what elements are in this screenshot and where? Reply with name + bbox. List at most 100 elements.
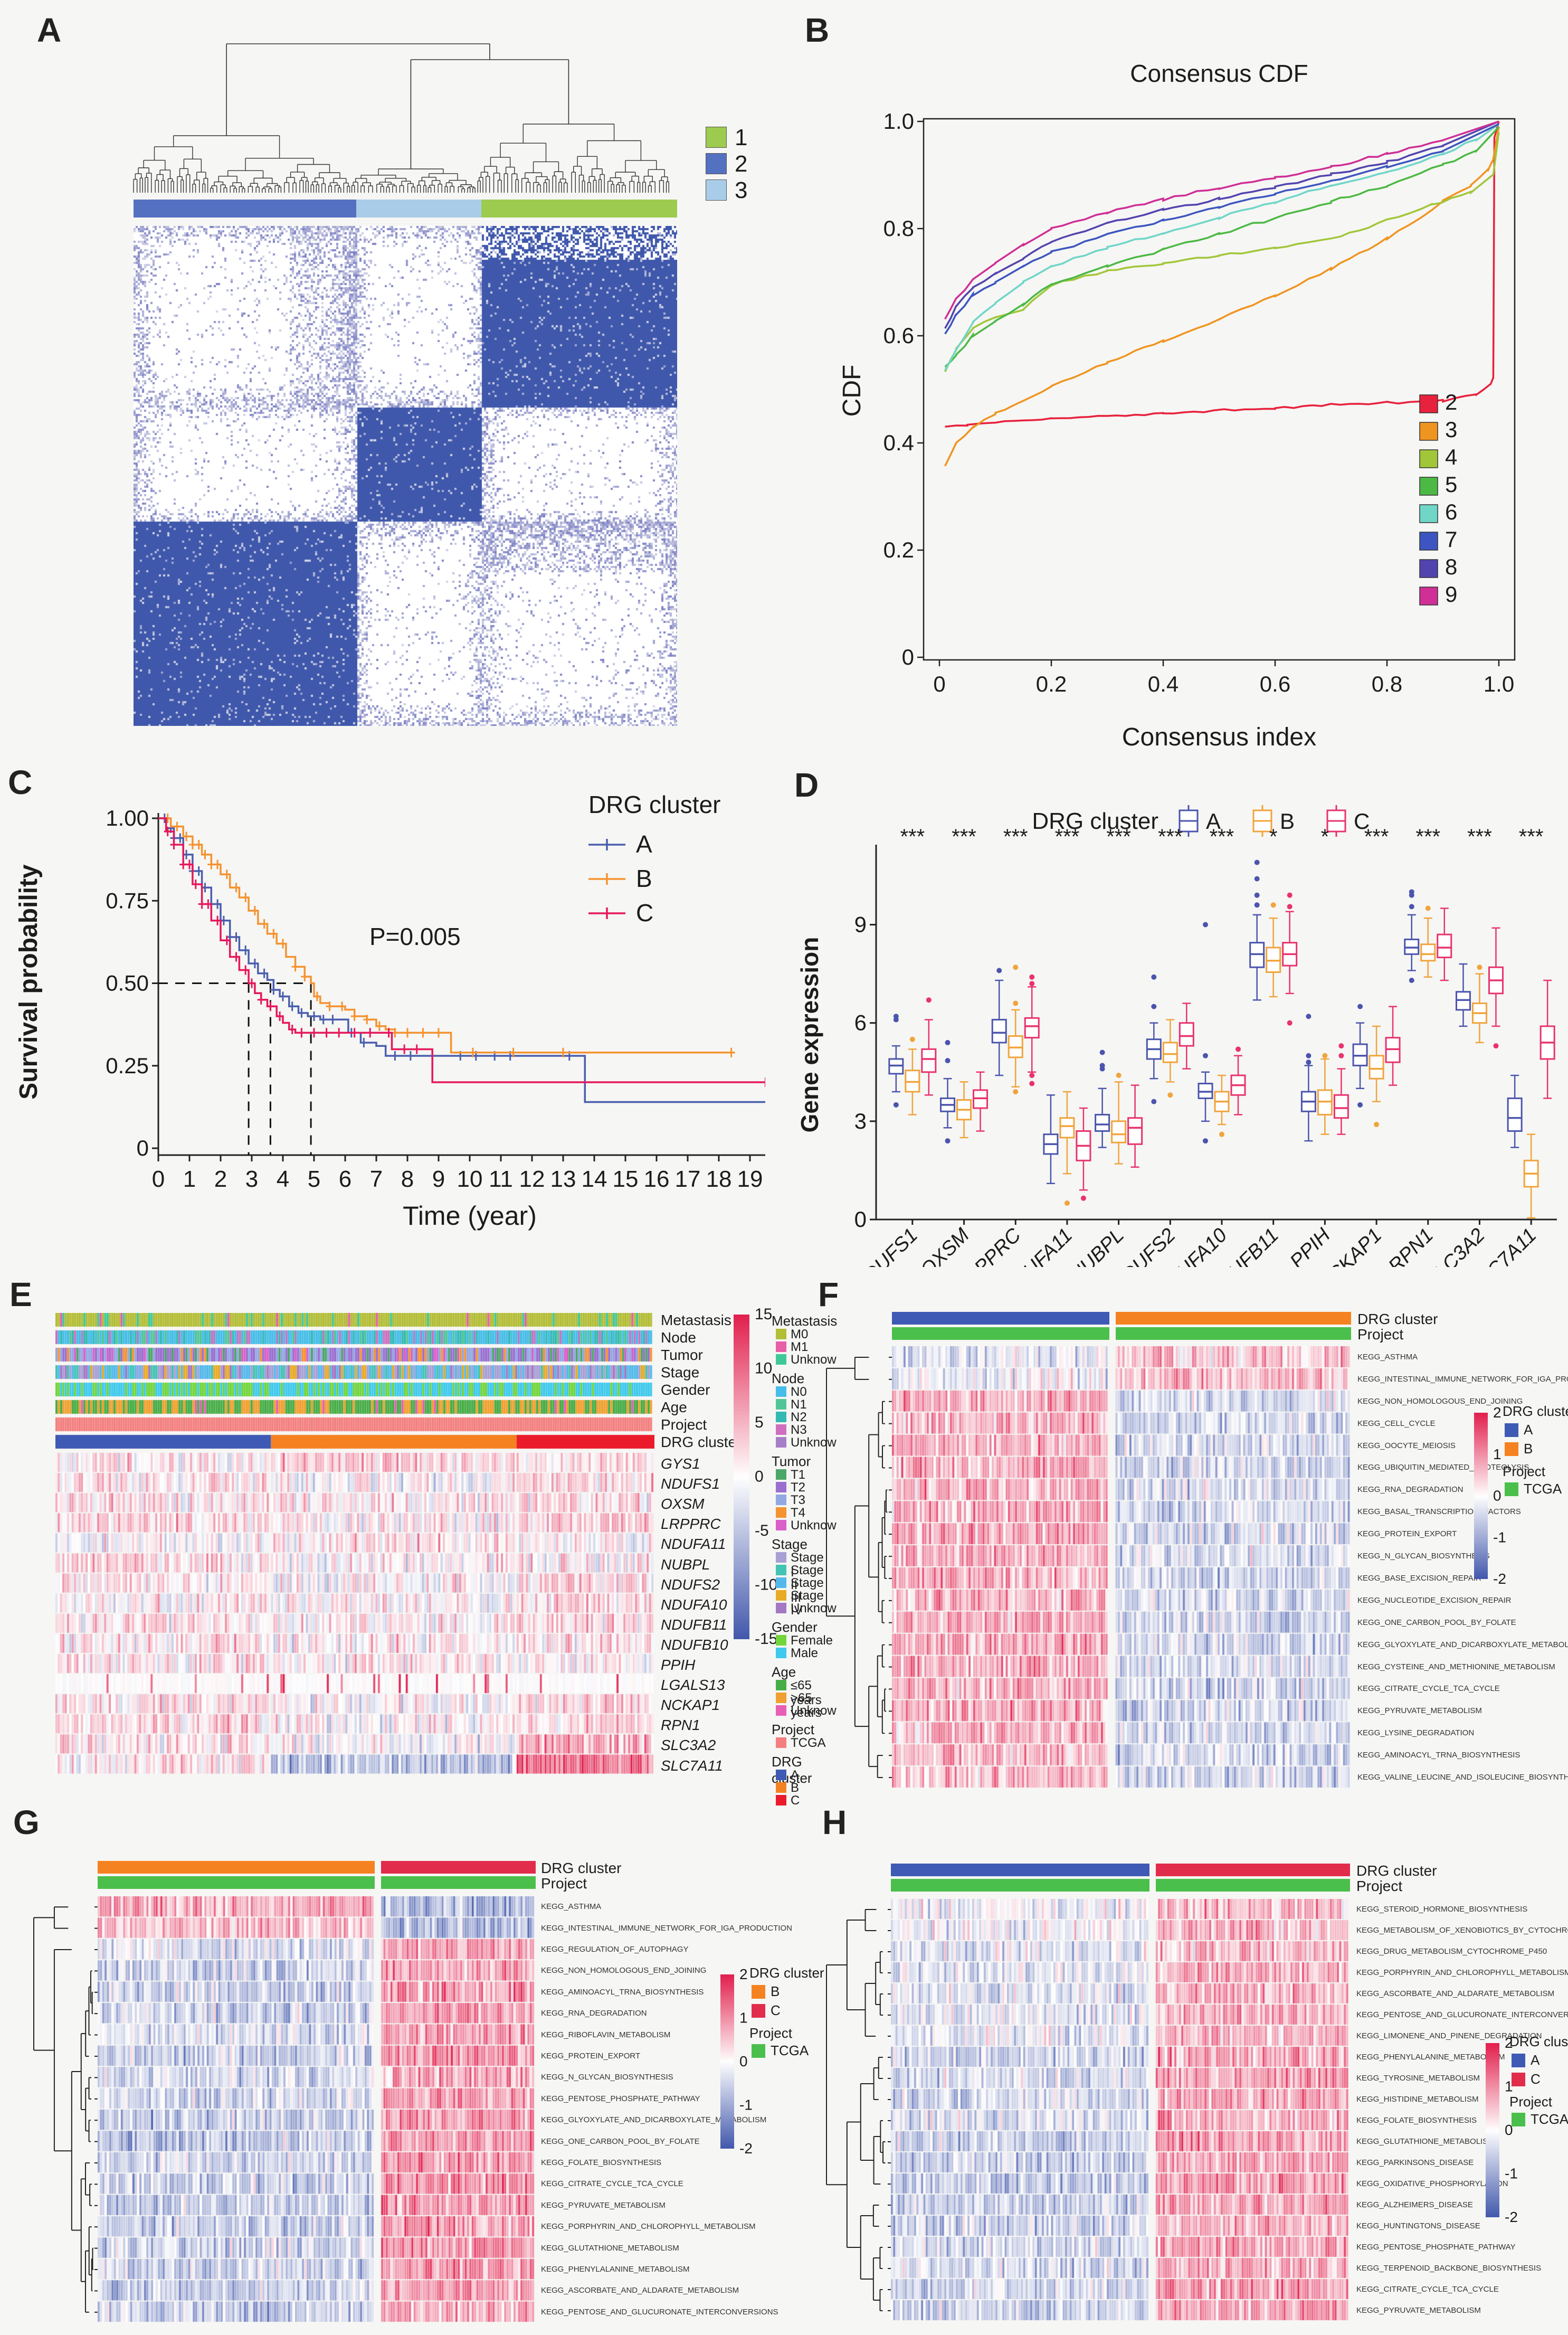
cdf-legend-swatch-2: [1419, 394, 1438, 413]
cdf-legend-swatch-8: [1419, 559, 1438, 578]
outlier-dot: [1080, 1195, 1086, 1201]
kegg-heatmap-canvas: [98, 1896, 536, 2323]
outlier-dot: [1306, 1053, 1312, 1058]
box-legend-label: A: [1206, 809, 1221, 834]
gene-row-label: NDUFB10: [661, 1636, 728, 1653]
pathway-row-label: KEGG_AMINOACYL_TRNA_BIOSYNTHESIS: [1357, 1751, 1521, 1760]
panel-e-expression-heatmap: E Metastasis Node Tumor Stage Gender Age Proje…: [0, 1267, 837, 1808]
km-legend-label: B: [636, 865, 652, 892]
pathway-row-label: KEGG_PENTOSE_AND_GLUCURONATE_INTERCONVER…: [1356, 2010, 1568, 2019]
row-dendrogram: [33, 1906, 98, 2313]
x-tick: 12: [519, 1166, 545, 1192]
pathway-row-label: KEGG_PYRUVATE_METABOLISM: [1357, 1706, 1482, 1716]
outlier-dot: [1409, 892, 1414, 898]
pathway-row-label: KEGG_N_GLYCAN_BIOSYNTHESIS: [541, 2073, 673, 2082]
outlier-dot: [1151, 1099, 1157, 1104]
pathway-row-label: KEGG_PENTOSE_AND_GLUCURONATE_INTERCONVER…: [541, 2307, 778, 2317]
pathway-row-label: KEGG_AMINOACYL_TRNA_BIOSYNTHESIS: [541, 1987, 704, 1997]
colorbar-tick: -1: [1505, 2166, 1518, 2182]
significance-mark: ***: [1106, 825, 1131, 848]
legend-swatch: [776, 1507, 786, 1518]
pathway-row-label: KEGG_DRUG_METABOLISM_CYTOCHROME_P450: [1356, 1947, 1547, 1956]
legend-swatch-tcga: [1512, 2113, 1525, 2126]
outlier-dot: [996, 968, 1002, 973]
box-legend-label: B: [1280, 809, 1295, 834]
legend-item-label: M0: [791, 1327, 809, 1341]
pathway-row-label: KEGG_PYRUVATE_METABOLISM: [541, 2200, 666, 2210]
legend-swatch: [776, 1635, 786, 1646]
pathway-row-label: KEGG_LYSINE_DEGRADATION: [1357, 1728, 1475, 1738]
x-tick: 0.8: [1372, 672, 1402, 696]
legend-swatch-A: [1505, 1423, 1518, 1437]
significance-mark: ***: [1467, 825, 1492, 848]
cdf-curve-k3: [944, 126, 1500, 467]
panel-e-letter: E: [9, 1275, 32, 1313]
gene-row-label: SLC7A11: [661, 1757, 723, 1774]
significance-mark: ***: [1519, 825, 1544, 848]
legend-swatch-3: [706, 179, 727, 201]
legend-item-label: >65 years: [791, 1691, 822, 1720]
outlier-dot: [1287, 904, 1293, 910]
legend-group-title: Stage: [772, 1536, 807, 1552]
annotation-bar-label: Project: [1357, 1326, 1404, 1343]
pathway-row-label: KEGG_FOLATE_BIOSYNTHESIS: [1356, 2116, 1477, 2125]
legend-swatch-C: [1512, 2073, 1525, 2086]
y-axis-label: Gene expression: [796, 937, 823, 1133]
gene-row-label: LRPPRC: [661, 1516, 721, 1533]
x-tick: 11: [489, 1166, 513, 1192]
outlier-dot: [1270, 902, 1276, 908]
significance-mark: ***: [1364, 825, 1389, 848]
colorbar-tick: -10: [755, 1576, 777, 1594]
y-tick: 0.2: [883, 537, 914, 562]
box-LRPPRC-C: [1024, 1017, 1040, 1039]
km-legend-title: DRG cluster: [588, 791, 720, 818]
pvalue-label: P=0.005: [369, 923, 461, 950]
legend-item-label: Stage III: [791, 1576, 824, 1605]
x-tick: 7: [370, 1166, 383, 1192]
outlier-dot: [1287, 1020, 1293, 1026]
pathway-row-label: KEGG_PARKINSONS_DISEASE: [1356, 2158, 1474, 2167]
legend-item-label: M1: [791, 1340, 809, 1354]
pathway-row-label: KEGG_INTESTINAL_IMMUNE_NETWORK_FOR_IGA_P…: [1357, 1374, 1568, 1384]
panel-a-dendrogram: [133, 43, 670, 193]
box-SLC7A11-A: [1507, 1097, 1523, 1132]
x-tick: 0: [933, 672, 945, 696]
panel-b-consensus-cdf: B Consensus CDF 0 0.2 0.4 0.6 0.8 1.0 0 0.2 0.4 0.…: [765, 0, 1568, 755]
outlier-dot: [1357, 1004, 1363, 1009]
y-tick: 0.25: [106, 1053, 149, 1078]
panel-h-letter: H: [822, 1803, 847, 1841]
legend-item-label: T1: [791, 1468, 806, 1482]
colorbar-tick: -1: [739, 2097, 753, 2113]
x-tick: 0: [152, 1166, 165, 1192]
colorbar-tick: 0: [1505, 2122, 1513, 2138]
colorbar-tick: -2: [1493, 1571, 1506, 1587]
gene-row-label: NDUFA11: [661, 1536, 726, 1553]
significance-mark: ***: [1003, 825, 1028, 848]
legend-item-label: N2: [791, 1410, 807, 1424]
legend-swatch: [776, 1565, 786, 1575]
pathway-row-label: KEGG_ALZHEIMERS_DISEASE: [1356, 2200, 1473, 2209]
drg-cluster-bar-C: [1155, 1864, 1350, 1876]
box-NDUFA11-B: [1059, 1117, 1075, 1139]
track-label: Metastasis: [661, 1312, 731, 1328]
kegg-colorbar: [1474, 1413, 1488, 1579]
legend-item-label: Unknow: [791, 1601, 837, 1615]
outlier-dot: [909, 1036, 915, 1042]
legend-swatch: [776, 1577, 786, 1588]
legend-group-title: Age: [772, 1664, 796, 1680]
pathway-row-label: KEGG_ONE_CARBON_POOL_BY_FOLATE: [541, 2137, 700, 2146]
outlier-dot: [1493, 1043, 1499, 1049]
pathway-row-label: KEGG_INTESTINAL_IMMUNE_NETWORK_FOR_IGA_P…: [541, 1923, 792, 1933]
project-bar: [891, 1879, 1149, 1892]
gene-row-label: LGALS13: [661, 1677, 725, 1694]
legend-swatch: [776, 1603, 786, 1613]
outlier-dot: [1477, 965, 1483, 970]
kegg-legend: DRG cluster AB Project TCGA: [1503, 1403, 1568, 1497]
pathway-row-label: KEGG_HUNTINGTONS_DISEASE: [1356, 2221, 1480, 2230]
legend-item-label: C: [791, 1793, 800, 1808]
x-tick: 1: [183, 1166, 196, 1192]
legend-item-label: Stage IV: [791, 1589, 824, 1618]
plot-border: [923, 118, 1516, 661]
gene-row-label: SLC3A2: [661, 1737, 716, 1754]
